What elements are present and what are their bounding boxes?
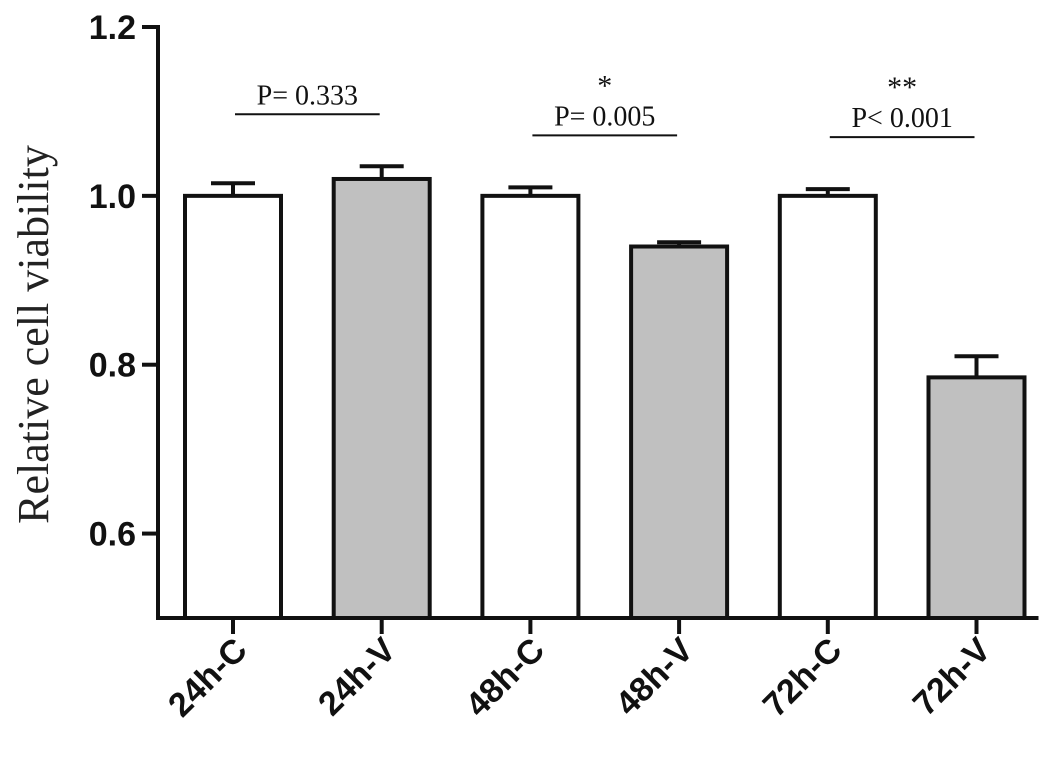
significance-annotations: P= 0.333 P= 0.005* P< 0.001**: [235, 69, 975, 139]
significance-stars: **: [887, 71, 917, 104]
bar: [331, 176, 432, 620]
y-tick-label: 1.0: [89, 178, 136, 216]
bars: [183, 164, 1027, 620]
p-value-label: P= 0.005: [554, 101, 655, 132]
x-tick-label: 48h-V: [608, 631, 701, 724]
x-tick-label: 48h-C: [458, 631, 552, 725]
y-tick-label: 1.2: [89, 9, 136, 47]
x-tick-label: 72h-C: [756, 631, 850, 725]
y-axis-title: Relative cell viability: [9, 145, 58, 524]
bar: [926, 375, 1027, 620]
bar: [629, 244, 730, 620]
x-tick-label: 24h-V: [311, 631, 404, 724]
p-value-label: P= 0.333: [257, 80, 358, 111]
x-tick-label: 24h-C: [161, 631, 255, 725]
x-tick-label: 72h-V: [906, 631, 999, 724]
y-tick-label: 0.6: [89, 516, 136, 554]
y-axis-title-group: Relative cell viability: [9, 145, 58, 524]
bar: [480, 193, 581, 620]
bar: [183, 193, 283, 620]
bar: [777, 193, 878, 620]
p-value-label: P< 0.001: [851, 103, 952, 134]
significance-stars: *: [597, 69, 612, 102]
y-tick-label: 0.8: [89, 347, 136, 385]
